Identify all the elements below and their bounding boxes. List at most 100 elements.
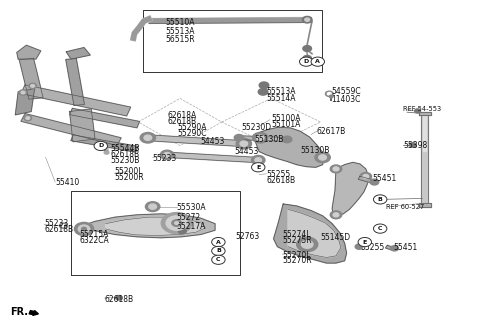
Text: 55230B: 55230B (110, 155, 140, 165)
Circle shape (60, 223, 67, 228)
Circle shape (300, 57, 313, 66)
Circle shape (175, 222, 179, 224)
Polygon shape (274, 204, 347, 263)
Circle shape (329, 95, 333, 98)
Circle shape (74, 222, 94, 236)
Text: 55514A: 55514A (266, 94, 296, 103)
Polygon shape (419, 112, 431, 115)
Text: 55230D: 55230D (241, 123, 271, 133)
Text: 55510A: 55510A (166, 18, 195, 28)
Text: 55217A: 55217A (177, 222, 206, 232)
Text: A: A (216, 239, 221, 245)
Circle shape (252, 163, 265, 172)
Polygon shape (239, 136, 287, 141)
Circle shape (161, 213, 192, 234)
Text: 55215A: 55215A (79, 230, 108, 239)
Polygon shape (66, 59, 84, 105)
Text: 55275R: 55275R (282, 236, 312, 245)
Polygon shape (419, 203, 431, 207)
Text: E: E (363, 239, 367, 245)
Polygon shape (17, 45, 41, 59)
Text: 55200R: 55200R (114, 173, 144, 182)
Circle shape (302, 16, 312, 23)
Text: C: C (216, 257, 221, 262)
Text: A: A (315, 59, 320, 64)
Polygon shape (70, 109, 95, 142)
Polygon shape (332, 162, 369, 216)
Text: FR.: FR. (11, 307, 29, 317)
Text: 56515R: 56515R (166, 35, 195, 44)
Circle shape (172, 220, 181, 226)
Circle shape (330, 165, 342, 173)
Polygon shape (423, 115, 426, 151)
Text: 55274L: 55274L (282, 230, 311, 239)
Circle shape (360, 173, 372, 180)
Circle shape (258, 89, 268, 95)
Circle shape (234, 134, 244, 141)
Text: REF 54-553: REF 54-553 (403, 106, 441, 112)
Circle shape (26, 117, 30, 119)
Circle shape (144, 135, 152, 140)
Text: 55398: 55398 (403, 141, 428, 151)
Polygon shape (358, 176, 375, 184)
Circle shape (236, 138, 252, 149)
Circle shape (415, 109, 420, 113)
Circle shape (82, 227, 86, 231)
Circle shape (24, 115, 32, 121)
Circle shape (212, 246, 225, 256)
Circle shape (98, 143, 105, 148)
Circle shape (78, 225, 90, 233)
Circle shape (355, 244, 363, 249)
Circle shape (104, 151, 109, 154)
Circle shape (212, 255, 225, 264)
Text: 55130B: 55130B (300, 146, 329, 155)
Polygon shape (21, 85, 131, 116)
Text: 62618B: 62618B (105, 295, 134, 304)
Text: D: D (304, 59, 309, 64)
Circle shape (333, 167, 339, 171)
Text: 55451: 55451 (372, 174, 396, 183)
Text: 62618B: 62618B (168, 117, 197, 126)
Circle shape (373, 224, 387, 233)
Text: 55270R: 55270R (282, 256, 312, 265)
Circle shape (256, 135, 264, 140)
Circle shape (370, 179, 379, 185)
Text: E: E (256, 165, 260, 170)
Text: 62618B: 62618B (110, 150, 140, 159)
Circle shape (303, 46, 312, 51)
Polygon shape (15, 89, 35, 115)
Text: 11403C: 11403C (331, 94, 360, 104)
Polygon shape (385, 245, 396, 251)
Text: 62618B: 62618B (44, 225, 73, 234)
Circle shape (116, 296, 122, 300)
Polygon shape (421, 115, 428, 203)
Text: REF 60-527: REF 60-527 (386, 204, 425, 210)
Circle shape (327, 92, 331, 95)
Text: 55530A: 55530A (177, 203, 206, 212)
Circle shape (29, 83, 36, 89)
Circle shape (240, 141, 248, 146)
Text: 55513A: 55513A (266, 87, 296, 96)
Polygon shape (255, 127, 324, 167)
Text: 55130B: 55130B (254, 135, 284, 144)
Text: 55233: 55233 (153, 154, 177, 163)
Circle shape (252, 133, 268, 143)
Text: 62618B: 62618B (266, 176, 296, 185)
Circle shape (330, 211, 342, 219)
Text: 55451: 55451 (394, 243, 418, 252)
Text: 55270L: 55270L (282, 251, 311, 260)
Text: 55255: 55255 (266, 170, 291, 179)
Circle shape (179, 229, 186, 234)
Circle shape (19, 90, 27, 95)
Text: 55513A: 55513A (166, 27, 195, 36)
Polygon shape (106, 217, 205, 236)
Circle shape (212, 237, 225, 247)
Text: 55100A: 55100A (271, 114, 300, 123)
Circle shape (301, 240, 313, 248)
Circle shape (160, 150, 174, 159)
Circle shape (303, 55, 312, 61)
Text: 55101A: 55101A (271, 120, 300, 129)
Circle shape (282, 136, 292, 143)
Circle shape (166, 216, 187, 230)
Text: B: B (378, 197, 383, 202)
